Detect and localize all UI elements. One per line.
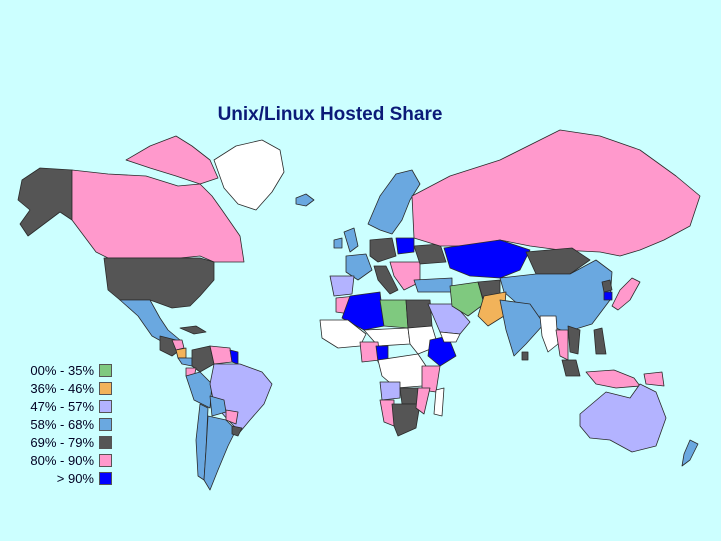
legend-label: 47% - 57% (30, 399, 94, 414)
region-png (643, 371, 665, 387)
region-algeria (341, 291, 385, 331)
region-germany (369, 237, 397, 263)
region-usa (103, 257, 215, 309)
legend-swatch (99, 364, 112, 377)
region-mongolia (525, 247, 591, 275)
region-ukraine (413, 243, 447, 265)
region-alaska (17, 167, 73, 237)
region-colombia (191, 345, 215, 373)
legend-item: 80% - 90% (20, 452, 120, 470)
legend-swatch (99, 400, 112, 413)
legend-label: 58% - 68% (30, 417, 94, 432)
legend-label: 36% - 46% (30, 381, 94, 396)
region-saudi-arabia (427, 303, 471, 335)
region-paraguay (225, 409, 239, 425)
region-south-korea (603, 291, 613, 301)
region-libya (379, 299, 409, 329)
region-north-korea (601, 279, 613, 293)
legend-label: > 90% (56, 471, 94, 486)
legend-item: > 90% (20, 470, 120, 488)
region-russia (411, 129, 701, 257)
legend-swatch (99, 472, 112, 485)
legend-swatch (99, 436, 112, 449)
legend-swatch (99, 382, 112, 395)
region-uk (343, 227, 359, 253)
legend-item: 47% - 57% (20, 398, 120, 416)
legend-item: 58% - 68% (20, 416, 120, 434)
region-indonesia (585, 369, 641, 389)
legend-item: 69% - 79% (20, 434, 120, 452)
region-south-africa (391, 403, 421, 437)
region-cuba (179, 325, 207, 335)
legend-swatch (99, 418, 112, 431)
region-thailand (555, 329, 569, 361)
region-turkey (413, 277, 453, 293)
region-france (345, 253, 373, 281)
region-madagascar (433, 387, 445, 417)
region-india (499, 299, 545, 357)
region-iran (449, 281, 485, 317)
region-sri-lanka (521, 351, 529, 361)
legend-label: 69% - 79% (30, 435, 94, 450)
region-burma (539, 315, 559, 353)
region-canadian-arctic (125, 135, 219, 185)
region-pakistan (477, 291, 507, 327)
legend-swatch (99, 454, 112, 467)
region-canada (71, 169, 245, 263)
region-japan (611, 277, 641, 311)
region-malaysia (561, 359, 581, 377)
region-philippines (593, 327, 607, 355)
region-angola (379, 381, 401, 401)
map-title: Unix/Linux Hosted Share (217, 104, 443, 125)
legend-label: 80% - 90% (30, 453, 94, 468)
legend-label: 00% - 35% (30, 363, 94, 378)
region-scandinavia (367, 169, 421, 235)
legend-item: 00% - 35% (20, 362, 120, 380)
region-mozambique (415, 387, 431, 415)
region-vietnam (567, 325, 581, 355)
region-australia (579, 383, 667, 453)
region-balkans (389, 261, 421, 291)
region-venezuela (209, 345, 233, 365)
region-uruguay (231, 425, 243, 437)
region-argentina (203, 415, 237, 491)
region-ireland (333, 237, 343, 249)
region-poland (395, 237, 415, 255)
region-yemen (439, 331, 461, 343)
region-iceland (295, 193, 315, 207)
region-new-zealand (681, 439, 699, 467)
legend-item: 36% - 46% (20, 380, 120, 398)
region-nicaragua (175, 347, 187, 359)
region-iberia (329, 275, 355, 297)
region-panama (177, 357, 193, 367)
map-legend: 00% - 35% 36% - 46% 47% - 57% 58% - 68% … (20, 362, 120, 488)
region-kazakhstan (443, 239, 531, 279)
region-greenland (213, 139, 285, 211)
region-peru (185, 371, 213, 409)
region-italy (373, 265, 399, 295)
